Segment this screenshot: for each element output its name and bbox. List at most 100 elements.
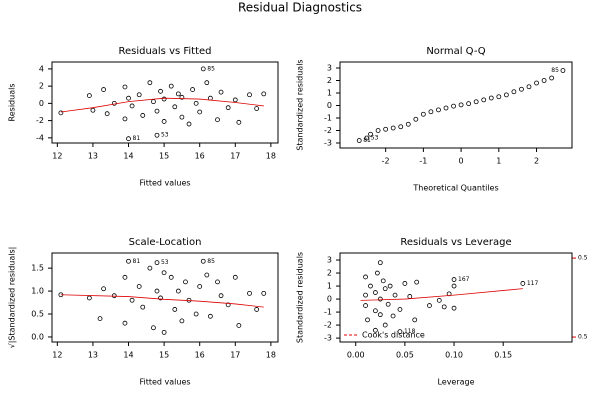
point	[458, 102, 464, 108]
y-tick-label: 1	[327, 89, 332, 98]
point	[151, 325, 156, 331]
point	[377, 312, 383, 318]
point	[247, 92, 252, 98]
point	[374, 270, 380, 276]
labeled-point	[126, 258, 131, 264]
point	[161, 270, 167, 276]
y-tick-label: 2	[327, 76, 332, 85]
x-tick-label: 13	[88, 351, 98, 360]
labeled-point	[154, 260, 160, 266]
panel-title: Residuals vs Fitted	[118, 46, 211, 57]
x-tick-label: 18	[266, 351, 276, 360]
point	[473, 99, 479, 105]
point	[402, 281, 408, 286]
smooth-line	[60, 97, 264, 113]
point	[398, 124, 404, 130]
x-axis-label: Fitted values	[139, 179, 190, 188]
point	[365, 317, 370, 323]
point	[197, 284, 203, 289]
point	[161, 96, 167, 102]
labeled-point	[200, 258, 206, 264]
y-tick-label: 0	[327, 295, 332, 304]
point	[387, 283, 393, 289]
y-tick-label: -2	[324, 321, 332, 330]
x-tick-label: 16	[195, 351, 205, 360]
plot-frame	[51, 61, 279, 144]
y-tick-label: -3	[324, 139, 332, 148]
x-tick-label: 12	[52, 351, 62, 360]
point	[179, 114, 185, 120]
point	[207, 313, 213, 319]
y-tick-label: -2	[36, 116, 44, 125]
x-tick-label: 0.00	[347, 351, 365, 360]
point	[129, 103, 135, 109]
point	[441, 304, 447, 310]
point-label: 53	[161, 259, 169, 266]
y-tick-label: 2	[39, 82, 44, 91]
point	[254, 307, 260, 312]
point	[147, 265, 153, 271]
x-tick-label: -1	[419, 157, 427, 166]
x-tick-label: 0.05	[396, 351, 414, 360]
point	[519, 86, 524, 92]
point	[197, 109, 203, 115]
point	[147, 80, 153, 86]
point-label: 85	[551, 67, 559, 74]
point	[175, 91, 181, 97]
x-axis-label: Theoretical Quantiles	[412, 184, 498, 193]
point	[122, 274, 128, 280]
point	[451, 283, 457, 289]
point	[382, 286, 388, 292]
point-label: 117	[527, 280, 539, 287]
labeled-point	[200, 66, 206, 72]
point	[154, 108, 160, 114]
point	[193, 100, 199, 106]
point	[382, 322, 388, 328]
point	[496, 94, 502, 100]
x-tick-label: 2	[534, 157, 539, 166]
point	[380, 278, 386, 284]
y-tick-label: 0.0	[31, 332, 44, 341]
point	[390, 313, 396, 319]
y-tick-label: 1.5	[31, 264, 44, 273]
labeled-point	[397, 329, 403, 334]
point	[368, 283, 373, 289]
point-label: 167	[458, 276, 470, 283]
point	[363, 274, 368, 280]
legend-label: Cook's distance	[362, 331, 425, 340]
y2-tick-label: 0.5	[578, 334, 588, 341]
point	[236, 323, 242, 328]
point	[397, 307, 403, 312]
point	[154, 288, 160, 294]
point	[101, 87, 107, 92]
y-tick-label: 4	[39, 64, 44, 73]
point	[97, 316, 103, 322]
point	[372, 308, 378, 314]
point	[161, 329, 167, 335]
labeled-point	[364, 135, 370, 141]
point	[193, 311, 199, 317]
point	[428, 109, 434, 115]
point	[390, 125, 396, 131]
y-tick-label: -2	[324, 126, 332, 135]
point	[172, 307, 178, 312]
point-label: 85	[207, 258, 215, 265]
point	[122, 320, 128, 326]
plot-frame	[339, 61, 573, 149]
point	[86, 93, 92, 99]
plot-frame	[339, 252, 573, 343]
point	[122, 116, 128, 122]
point	[392, 292, 398, 298]
y-tick-label: 2	[327, 269, 332, 278]
x-axis-label: Fitted values	[139, 378, 190, 387]
point	[436, 297, 442, 303]
point	[413, 116, 419, 122]
point	[204, 272, 210, 278]
point	[261, 91, 267, 97]
point-label: 53	[371, 135, 379, 142]
point	[175, 288, 181, 294]
panel-title: Normal Q-Q	[426, 46, 485, 57]
point-label: 85	[207, 65, 215, 72]
point	[168, 274, 174, 280]
